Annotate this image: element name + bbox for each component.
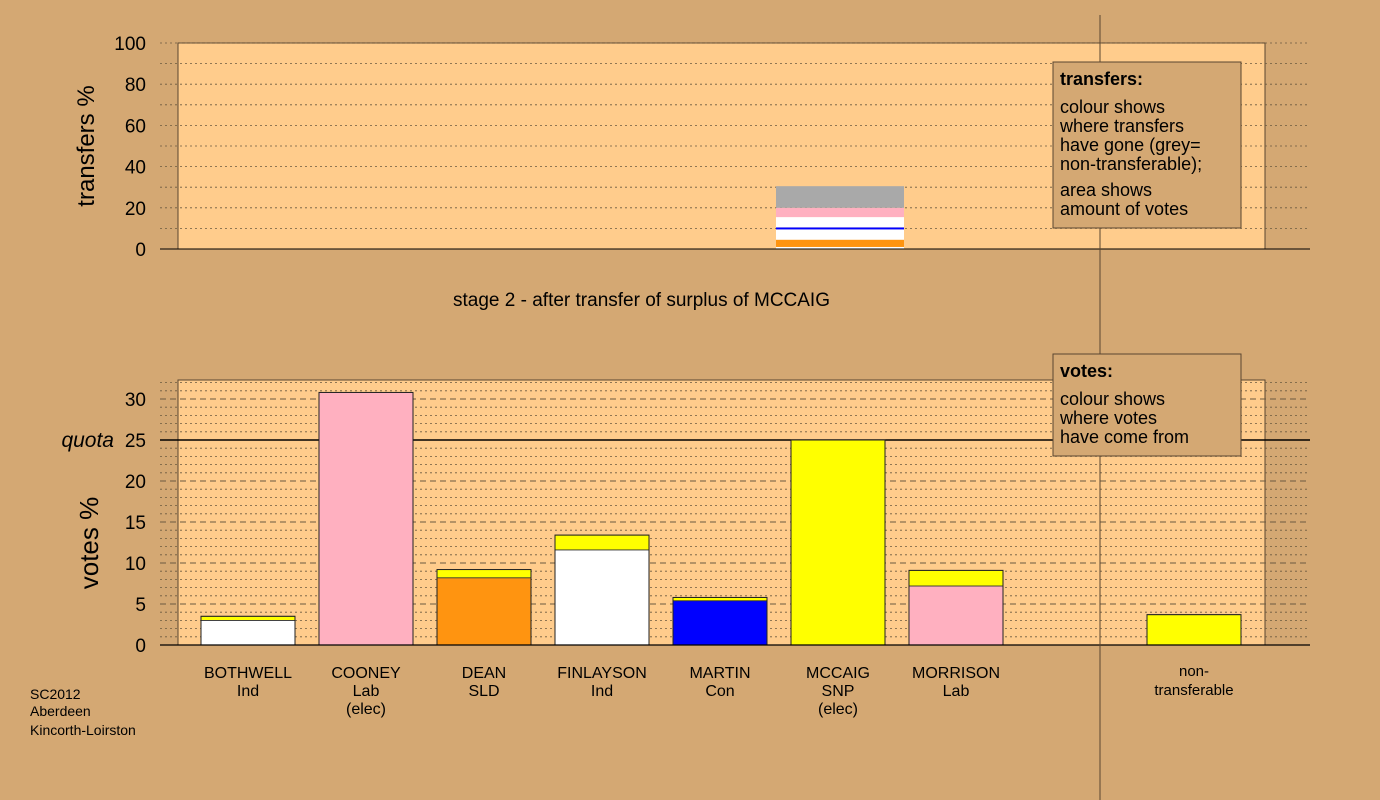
bar-morrison-segment-yellow <box>908 569 1004 587</box>
transfer-segment-blue <box>776 227 904 230</box>
votes-axis-label: votes % <box>74 497 104 590</box>
bar-finlayson-segment-white <box>554 549 650 646</box>
votes-tick-label: 30 <box>125 390 146 411</box>
candidate-name: BOTHWELL <box>204 665 292 682</box>
bar-dean-segment-orange <box>436 577 532 646</box>
transfers-tick-label: 40 <box>125 158 146 179</box>
candidate-party: Lab <box>943 683 970 700</box>
bar-bothwell-segment-yellow <box>200 615 296 621</box>
bar-mccaig-segment-yellow <box>790 439 886 646</box>
votes-legend-line: where votes <box>1059 408 1157 428</box>
candidate-party: Ind <box>591 683 613 700</box>
bar-cooney-segment-pink <box>318 392 414 646</box>
transfer-segment-orange <box>776 239 904 247</box>
bar-dean-segment-yellow <box>436 569 532 579</box>
nontransferable-label: non- <box>1179 663 1209 680</box>
votes-legend-line: colour shows <box>1060 389 1165 409</box>
transfers-legend: transfers: colour shows where transfers … <box>1052 61 1242 229</box>
votes-tick-label: 5 <box>135 595 146 616</box>
transfers-legend-line: colour shows <box>1060 97 1165 117</box>
transfer-segment-white <box>776 246 904 249</box>
bar-bothwell-segment-white <box>200 620 296 646</box>
candidate-name: COONEY <box>331 665 401 682</box>
candidate-party: Ind <box>237 683 259 700</box>
votes-tick-label: 10 <box>125 554 146 575</box>
footer-line: Kincorth-Loirston <box>30 722 136 738</box>
candidate-status: (elec) <box>346 701 386 718</box>
nontransferable-label: transferable <box>1154 682 1233 699</box>
transfers-tick-label: 80 <box>125 75 146 96</box>
votes-tick-label: 0 <box>135 636 146 657</box>
transfers-legend-title: transfers: <box>1060 69 1143 89</box>
candidate-name: MCCAIG <box>806 665 870 682</box>
bar-morrison-segment-pink <box>908 585 1004 646</box>
votes-legend-title: votes: <box>1060 361 1113 381</box>
candidate-status: (elec) <box>818 701 858 718</box>
transfer-segment-grey <box>776 186 904 208</box>
transfers-tick-label: 60 <box>125 116 146 137</box>
transfers-legend-line: area shows <box>1060 180 1152 200</box>
votes-tick-label: 20 <box>125 472 146 493</box>
candidate-party: SLD <box>468 683 499 700</box>
candidate-name: DEAN <box>462 665 506 682</box>
votes-legend: votes: colour shows where votes have com… <box>1052 353 1242 457</box>
transfers-axis-label: transfers % <box>73 85 100 206</box>
candidate-party: Lab <box>353 683 380 700</box>
bar-nontransferable-segment-yellow <box>1146 614 1242 646</box>
transfers-legend-line: where transfers <box>1059 116 1184 136</box>
candidate-name: FINLAYSON <box>557 665 647 682</box>
footer-caption: SC2012 Aberdeen Kincorth-Loirston <box>30 686 136 738</box>
candidate-party: SNP <box>822 683 855 700</box>
bar-finlayson-segment-yellow <box>554 534 650 551</box>
transfers-legend-line: non-transferable); <box>1060 154 1202 174</box>
candidate-name: MARTIN <box>689 665 750 682</box>
candidate-party: Con <box>705 683 734 700</box>
transfers-legend-line: have gone (grey= <box>1060 135 1201 155</box>
transfer-segment-white <box>776 229 904 240</box>
quota-label: quota <box>61 429 114 452</box>
votes-tick-label: 15 <box>125 513 146 534</box>
stage-label: stage 2 - after transfer of surplus of M… <box>453 290 830 311</box>
transfers-tick-label: 100 <box>114 34 146 55</box>
candidate-name: MORRISON <box>912 665 1000 682</box>
transfers-legend-line: amount of votes <box>1060 199 1188 219</box>
transfer-segment-white <box>776 217 904 228</box>
footer-line: SC2012 <box>30 686 81 702</box>
votes-legend-line: have come from <box>1060 427 1189 447</box>
votes-tick-label: 25 <box>125 431 146 452</box>
transfers-tick-label: 0 <box>135 240 146 261</box>
transfers-tick-label: 20 <box>125 199 146 220</box>
bar-martin-segment-blue <box>672 600 768 646</box>
transfer-segment-pink <box>776 207 904 218</box>
footer-line: Aberdeen <box>30 703 91 719</box>
